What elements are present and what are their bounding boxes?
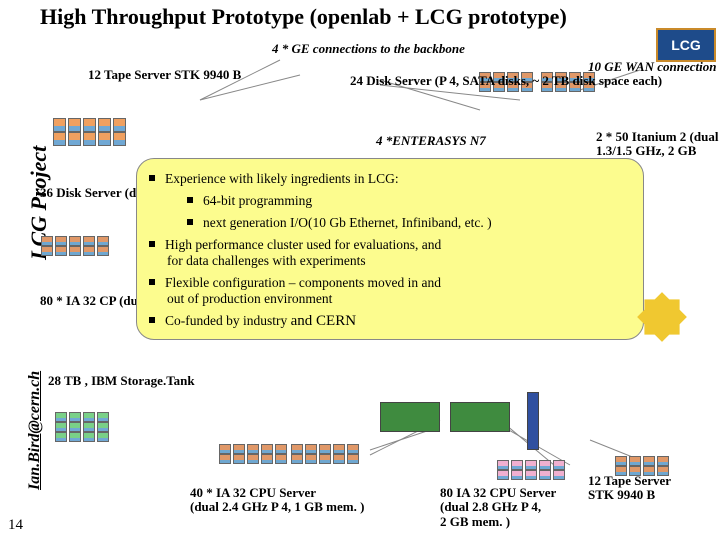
callout-sub-2: next generation I/O(10 Gb Ethernet, Infi…: [207, 215, 633, 231]
enterasys-label: 4 *ENTERASYS N7: [376, 134, 486, 148]
tape-server-tl-cluster: [52, 118, 127, 146]
ia32b-cluster-b: [290, 444, 360, 464]
ge-connections-label: 4 * GE connections to the backbone: [272, 42, 465, 56]
callout-subtext-2: next generation I/O(10 Gb Ethernet, Infi…: [203, 215, 492, 230]
switch-b: [450, 402, 510, 432]
sidebar-email: Ian.Bird@cern.ch: [26, 371, 44, 490]
ia32c-cluster: [496, 460, 566, 480]
callout-item-1: Experience with likely ingredients in LC…: [167, 171, 633, 187]
slide-number: 14: [8, 517, 23, 534]
disk36-cluster: [40, 236, 110, 256]
tape-br-label: 12 Tape Server STK 9940 B: [588, 474, 671, 503]
star-node: [637, 292, 687, 342]
callout-item-4: Co-funded by industry and CERN: [167, 313, 633, 330]
callout-cern: and CERN: [291, 313, 356, 329]
ibm-cluster: [54, 412, 110, 442]
lcg-logo: LCG: [656, 28, 716, 62]
tape-server-tl-label: 12 Tape Server STK 9940 B: [88, 68, 241, 82]
ia32c-label: 80 IA 32 CPU Server (dual 2.8 GHz P 4, 2…: [440, 486, 556, 529]
disk24-label: 24 Disk Server (P 4, SATA disks, ~ 2 TB …: [350, 74, 662, 88]
callout-box: Experience with likely ingredients in LC…: [136, 158, 644, 340]
switch-a: [380, 402, 440, 432]
switch-blue: [527, 392, 539, 450]
callout-subtext-1: 64-bit programming: [203, 193, 312, 208]
ia32b-label: 40 * IA 32 CPU Server (dual 2.4 GHz P 4,…: [190, 486, 364, 515]
ibm-label: 28 TB , IBM Storage.Tank: [48, 374, 195, 388]
callout-sub-1: 64-bit programming: [207, 193, 633, 209]
callout-text-3: Flexible configuration – components move…: [165, 275, 441, 306]
callout-item-2: High performance cluster used for evalua…: [167, 237, 633, 269]
slide-title: High Throughput Prototype (openlab + LCG…: [40, 4, 567, 30]
callout-item-3: Flexible configuration – components move…: [167, 275, 633, 307]
callout-text-4: Co-funded by industry: [165, 313, 287, 328]
callout-text-1: Experience with likely ingredients in LC…: [165, 171, 399, 186]
callout-text-2: High performance cluster used for evalua…: [165, 237, 441, 268]
ia32b-cluster-a: [218, 444, 288, 464]
